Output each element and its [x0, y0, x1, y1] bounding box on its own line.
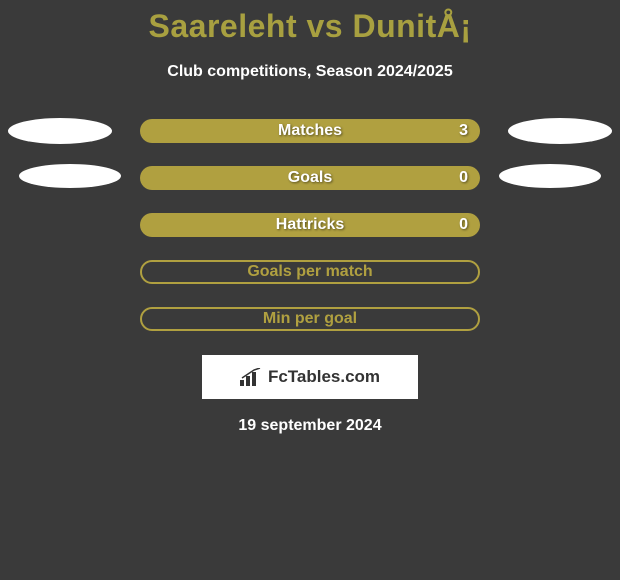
- logo-box[interactable]: FcTables.com: [202, 355, 418, 399]
- stat-bar: Goals 0: [140, 166, 480, 190]
- stat-row-goals: Goals 0: [0, 166, 620, 190]
- stat-bar: Matches 3: [140, 119, 480, 143]
- stat-value: 3: [459, 122, 468, 140]
- logo-content: FcTables.com: [240, 367, 380, 387]
- stats-area: Matches 3 Goals 0 Hattricks 0 Goals per …: [0, 119, 620, 331]
- date-text: 19 september 2024: [238, 417, 381, 435]
- stat-label: Min per goal: [263, 310, 357, 328]
- stat-label: Hattricks: [276, 216, 344, 234]
- stat-row-hattricks: Hattricks 0: [0, 213, 620, 237]
- main-container: Saareleht vs DunitÅ¡ Club competitions, …: [0, 0, 620, 435]
- stat-label: Goals: [288, 169, 332, 187]
- stat-value: 0: [459, 216, 468, 234]
- stat-bar: Goals per match: [140, 260, 480, 284]
- stat-label: Matches: [278, 122, 342, 140]
- chart-icon: [240, 368, 262, 386]
- stat-value: 0: [459, 169, 468, 187]
- page-title: Saareleht vs DunitÅ¡: [149, 8, 472, 45]
- subtitle: Club competitions, Season 2024/2025: [167, 63, 452, 81]
- stat-row-matches: Matches 3: [0, 119, 620, 143]
- stat-row-min-per-goal: Min per goal: [0, 307, 620, 331]
- stat-bar: Hattricks 0: [140, 213, 480, 237]
- stat-label: Goals per match: [247, 263, 372, 281]
- stat-bar: Min per goal: [140, 307, 480, 331]
- logo-text: FcTables.com: [268, 367, 380, 387]
- stat-row-goals-per-match: Goals per match: [0, 260, 620, 284]
